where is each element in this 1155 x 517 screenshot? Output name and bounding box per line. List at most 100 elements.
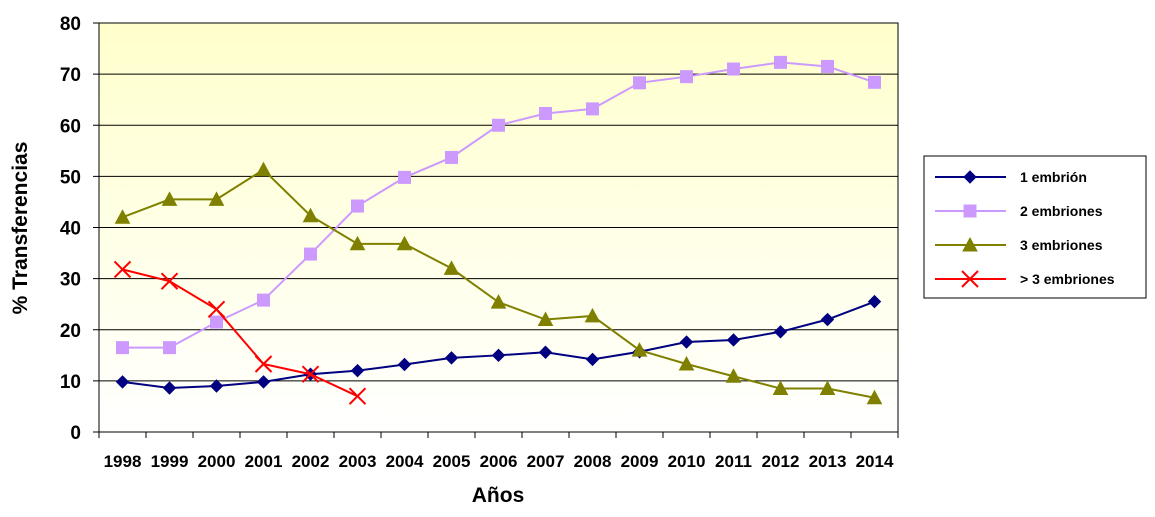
y-tick-label: 70 [60,65,81,86]
data-point [254,355,273,373]
data-point [113,260,132,279]
data-point [631,342,648,357]
data-point [678,355,695,371]
legend: 1 embrión 2 embriones 3 embriones > 3 embri… [923,155,1147,299]
x-tick-label: 2000 [198,452,236,471]
data-point [680,70,693,84]
y-tick-label: 10 [60,372,81,393]
data-point [727,62,740,76]
data-point [160,272,179,290]
legend-label: 2 embriones [1020,203,1103,219]
x-tick-label: 2003 [339,452,377,471]
x-tick-label: 2001 [245,452,283,471]
data-point [163,341,176,355]
legend-marker [963,170,977,184]
data-point [397,357,412,372]
x-tick-label: 2011 [715,452,752,471]
x-tick-label: 2006 [480,452,518,471]
series-group [113,55,883,405]
legend-label: 1 embrión [1020,169,1087,185]
x-tick-label: 2008 [574,452,612,471]
series-2-embriones [116,55,881,355]
data-point [725,368,742,383]
data-point [866,389,883,405]
x-tick-label: 2009 [621,452,659,471]
series-1-embri-n [115,294,882,395]
data-point [492,118,505,132]
data-point [819,380,836,395]
data-point [633,76,646,90]
data-point [444,351,459,365]
x-tick-label: 2002 [292,452,330,471]
x-tick-label: 2010 [668,452,706,471]
data-point [726,333,741,347]
x-tick-label: 2004 [386,452,424,471]
data-point [351,199,364,213]
legend-item: 1 embrión [935,169,1087,185]
data-point [868,75,881,89]
series-3-embriones [113,260,367,405]
marker-stroke [207,300,226,319]
data-point [350,363,365,378]
data-point [208,191,225,206]
x-tick-label: 2014 [856,452,894,471]
legend-marker [961,270,979,288]
legend-box [923,155,1147,299]
data-point [256,375,271,389]
data-point [304,247,317,261]
x-tick-label: 2012 [762,452,800,471]
x-tick-label: 1999 [151,452,189,471]
data-point [398,170,411,184]
marker-stroke [301,365,320,383]
data-point [773,325,788,339]
data-point [821,59,834,73]
data-point [679,335,694,349]
x-tick-label: 2005 [433,452,471,471]
x-axis-title: Años [472,484,525,507]
marker-stroke [113,260,132,279]
axes: 0 10 20 30 40 50 60 70 80 1998 1999 2000 2001 2002 200… [60,14,899,471]
x-tick-label: 2013 [809,452,847,471]
data-point [114,209,131,224]
y-tick-label: 20 [60,321,81,342]
data-point [115,375,130,389]
series-3-embriones [114,161,883,405]
marker-stroke [348,387,367,405]
data-point [491,348,506,363]
x-tick-label: 1998 [104,452,142,471]
data-point [490,294,507,309]
data-point [116,341,129,355]
data-point [255,161,272,177]
data-point [162,381,177,395]
y-tick-label: 40 [60,219,81,240]
data-point [161,191,178,206]
data-point [586,102,599,116]
data-point [445,150,458,164]
series-line [122,268,358,398]
y-tick-label: 30 [60,270,81,291]
legend-marker [963,204,977,218]
y-axis-title: % Transferencias [9,142,32,315]
data-point [867,294,882,309]
legend-item: > 3 embriones [935,270,1115,288]
data-point [820,312,835,327]
data-point [349,235,366,251]
data-point [774,55,787,69]
data-point [584,307,601,323]
data-point [772,380,789,395]
data-point [301,365,320,383]
data-point [207,300,226,319]
data-point [348,387,367,405]
marker-stroke [961,270,979,288]
y-tick-label: 0 [70,423,81,444]
legend-item: 2 embriones [935,203,1103,219]
data-point [537,311,554,326]
data-point [210,315,223,329]
data-point [302,207,319,223]
data-point [396,235,413,251]
marker-stroke [254,355,273,373]
legend-marker [962,236,978,252]
data-point [257,293,270,307]
